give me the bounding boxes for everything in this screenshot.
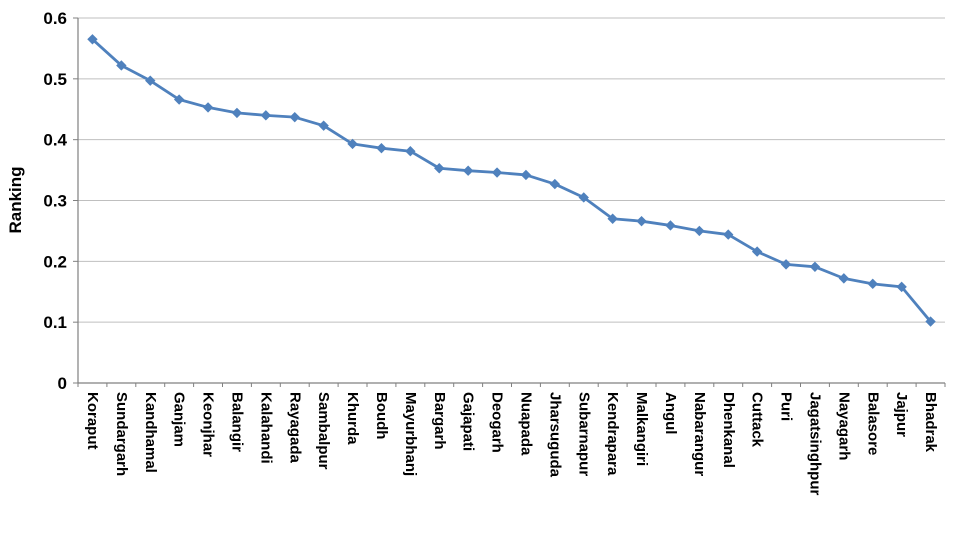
data-point-marker [636,215,647,227]
category-label: Nuapada [517,392,534,456]
category-label: Rayagada [286,392,303,464]
y-tick-label: 0.2 [43,252,67,271]
data-point-marker [607,213,618,224]
category-label: Mayurbhanj [402,392,419,476]
data-point-marker [202,102,214,113]
data-point-marker [838,273,850,284]
data-point-marker [462,165,474,176]
category-label: Balasore [864,392,881,455]
data-point-marker [318,120,329,131]
category-label: Gajapati [460,392,477,451]
y-tick-label: 0.5 [43,70,67,89]
data-point-marker [289,111,300,123]
data-point-marker [867,278,878,290]
data-point-marker [405,146,416,157]
y-tick-label: 0.1 [43,313,67,332]
data-point-marker [116,60,127,71]
category-label: Nabarangur [691,392,708,476]
data-point-marker [694,225,705,237]
category-label: Keonjhar [200,392,217,457]
category-label: Kalahandi [257,392,274,464]
y-tick-label: 0.3 [43,192,67,211]
category-label: Kandhamal [142,392,159,473]
data-point-marker [260,110,272,121]
category-label: Bargarh [431,392,448,450]
category-label: Angul [662,392,679,435]
data-point-marker [925,316,936,327]
category-label: Malkangiri [633,392,650,466]
category-label: Sambalpur [315,392,332,470]
category-label: Bhadrak [922,392,939,453]
category-label: Dhenkanal [720,392,737,468]
data-series-line [91,37,932,323]
category-label: Jharsuguda [546,392,563,478]
y-tick-label: 0 [58,374,67,393]
category-label: Sundargarh [113,392,130,476]
data-point-marker [780,259,792,270]
data-point-marker [809,261,821,273]
y-tick-label: 0.4 [43,131,67,150]
category-label: Nayagarh [835,392,852,460]
data-point-marker [231,107,243,119]
category-label: Jajpur [893,392,910,437]
category-label: Balangir [228,392,245,452]
category-label: Ganjam [171,392,188,447]
category-label: Deogarh [489,392,506,453]
y-tick-label: 0.6 [43,9,67,28]
data-point-marker [376,142,387,154]
data-point-marker [751,246,763,257]
data-point-marker [347,138,358,150]
data-point-marker [491,167,503,178]
category-label: Boudh [373,392,390,439]
data-point-marker [549,178,561,190]
data-point-marker [896,281,907,293]
category-label: Kendrapara [604,392,621,476]
data-point-marker [520,169,532,181]
data-point-marker [723,229,734,240]
data-point-marker [434,163,445,174]
data-point-marker [665,220,676,231]
category-label: Subarnapur [575,392,592,476]
category-label: Koraput [84,392,101,450]
data-point-marker [145,75,156,86]
category-label: Khurda [344,392,361,445]
category-label: Puri [778,392,795,421]
data-point-marker [578,192,589,203]
data-point-marker [173,94,185,105]
category-label: Cuttack [749,392,766,448]
data-point-marker [87,34,98,45]
category-label: Jagatsinghpur [806,392,823,496]
